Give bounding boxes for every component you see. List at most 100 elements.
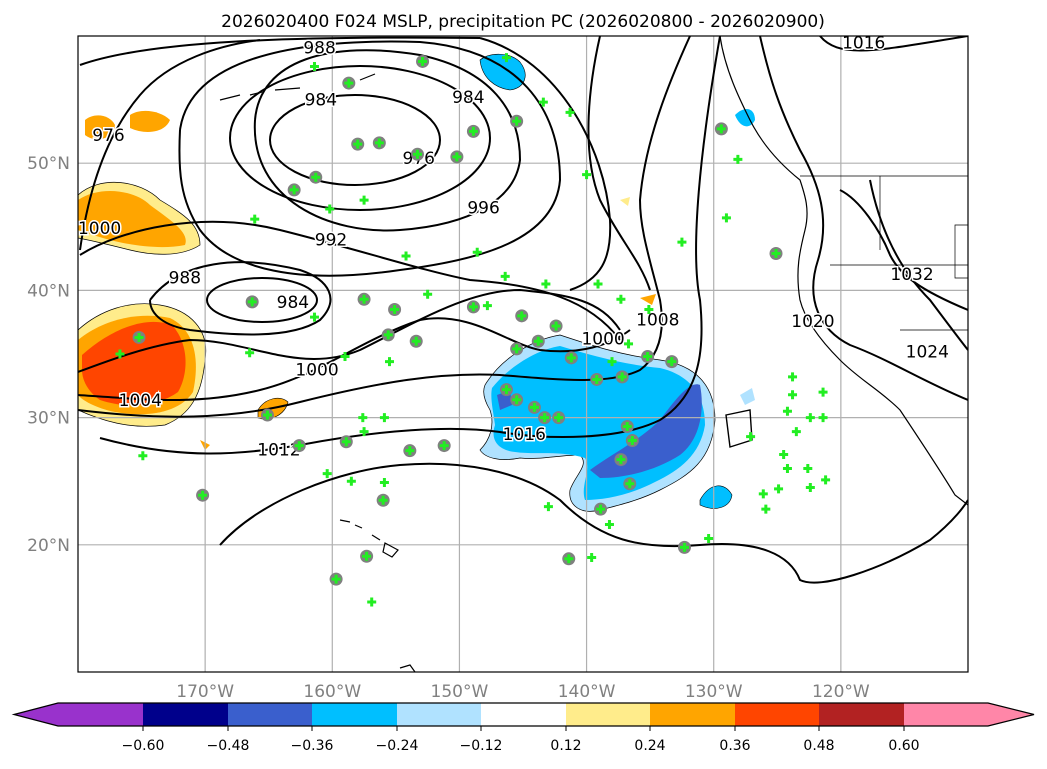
station-plus-icon <box>344 78 354 88</box>
lon-tick-label: 130°W <box>685 682 743 702</box>
precip-negative-area <box>699 485 733 509</box>
contour-label: 992 <box>315 231 347 251</box>
station-plus-icon <box>353 139 363 149</box>
contour-label: 1000 <box>78 219 121 239</box>
station-plus-icon <box>596 504 606 514</box>
station-marker <box>788 372 798 382</box>
station-plus-icon <box>604 519 614 529</box>
station-marker <box>367 597 377 607</box>
station-marker <box>641 350 655 364</box>
station-plus-icon <box>616 294 626 304</box>
lon-tick-label: 170°W <box>176 682 234 702</box>
station-plus-icon <box>374 138 384 148</box>
station-marker <box>782 463 792 473</box>
station-plus-icon <box>624 339 634 349</box>
station-marker <box>450 150 464 164</box>
station-marker <box>604 519 614 529</box>
station-marker <box>416 54 430 68</box>
station-plus-icon <box>358 413 368 423</box>
colorbar-swatch <box>312 703 397 726</box>
isobar <box>839 189 968 311</box>
station-marker <box>379 413 389 423</box>
station-plus-icon <box>818 413 828 423</box>
station-marker <box>565 107 575 117</box>
station-plus-icon <box>383 330 393 340</box>
isobar <box>78 288 621 373</box>
station-plus-icon <box>517 311 527 321</box>
colorbar-tick-label: 0.24 <box>634 738 665 754</box>
lat-tick-label: 50°N <box>27 154 70 174</box>
contour-label: 1004 <box>119 391 162 411</box>
station-plus-icon <box>134 332 144 342</box>
station-marker <box>543 502 553 512</box>
station-marker <box>677 237 687 247</box>
station-marker <box>805 483 815 493</box>
station-plus-icon <box>468 126 478 136</box>
station-marker <box>138 451 148 461</box>
contour-label: 1000 <box>295 360 338 380</box>
station-marker <box>385 357 394 367</box>
contour-label: 1012 <box>257 440 300 460</box>
isobar <box>206 277 318 323</box>
station-marker <box>769 247 783 261</box>
station-marker <box>501 53 511 63</box>
station-marker <box>196 488 210 502</box>
contour-label: 976 <box>92 126 124 146</box>
station-plus-icon <box>587 553 597 563</box>
station-marker <box>499 383 513 397</box>
station-marker <box>549 319 563 333</box>
station-plus-icon <box>325 204 335 214</box>
station-marker <box>510 114 524 128</box>
station-marker <box>733 154 743 164</box>
station-plus-icon <box>289 185 299 195</box>
station-plus-icon <box>541 279 551 289</box>
station-plus-icon <box>362 551 372 561</box>
station-plus-icon <box>262 410 272 420</box>
station-plus-icon <box>565 107 575 117</box>
station-plus-icon <box>385 357 394 367</box>
contour-label: 1020 <box>791 312 834 332</box>
station-marker <box>818 413 828 423</box>
colorbar-swatch <box>819 703 904 726</box>
station-marker <box>818 387 828 397</box>
colorbar: −0.60 −0.48 −0.36 −0.24 −0.12 0.12 0.24 0.36 0.4… <box>11 702 1035 754</box>
precip-positive-area <box>640 294 656 305</box>
station-marker <box>624 339 634 349</box>
station-plus-icon <box>359 427 369 437</box>
station-plus-icon <box>138 451 148 461</box>
station-plus-icon <box>704 533 714 543</box>
precip-negative-area <box>740 388 755 405</box>
isobar <box>78 36 691 418</box>
station-marker <box>758 489 768 499</box>
station-plus-icon <box>625 479 635 489</box>
mslp-contours <box>78 36 968 584</box>
contour-label: 984 <box>305 91 337 111</box>
station-plus-icon <box>423 289 433 299</box>
station-plus-icon <box>551 321 561 331</box>
station-plus-icon <box>782 406 792 416</box>
station-marker <box>782 406 792 416</box>
station-plus-icon <box>379 413 389 423</box>
isobar <box>149 261 332 336</box>
station-plus-icon <box>359 195 369 205</box>
station-plus-icon <box>529 402 539 412</box>
station-plus-icon <box>677 237 687 247</box>
station-marker <box>339 435 353 449</box>
station-plus-icon <box>245 348 255 358</box>
station-marker <box>357 292 371 306</box>
station-marker <box>538 411 552 425</box>
station-marker <box>714 122 728 136</box>
station-marker <box>381 328 395 342</box>
contour-label: 1024 <box>906 342 949 362</box>
isobar <box>587 36 651 291</box>
station-marker <box>587 553 597 563</box>
station-plus-icon <box>412 149 422 159</box>
station-plus-icon <box>341 437 351 447</box>
station-marker <box>309 312 319 322</box>
station-plus-icon <box>500 271 510 281</box>
colorbar-swatch <box>481 703 566 726</box>
station-plus-icon <box>803 463 813 473</box>
station-marker <box>309 170 323 184</box>
station-plus-icon <box>359 294 369 304</box>
